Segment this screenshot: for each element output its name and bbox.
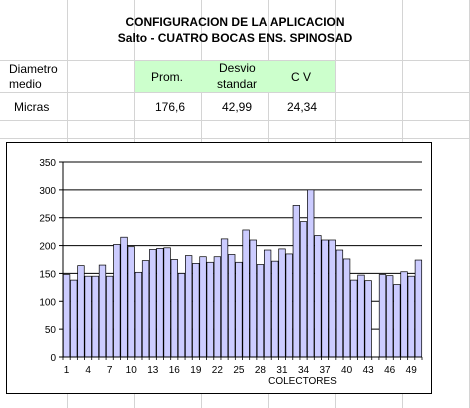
x-tick-label: 43 [363,365,375,376]
grid-line [0,60,470,61]
x-tick-label: 40 [341,365,353,376]
x-tick-label: 10 [126,365,138,376]
row-label-micras: Micras [14,100,50,114]
value-prom: 176,6 [155,100,186,114]
y-tick-label: 250 [39,214,56,225]
row-label-diametro: Diametro [9,62,58,76]
x-tick-label: 7 [107,365,113,376]
bar [249,239,257,358]
bar [307,189,315,358]
bar-chart: 0 50 100 150 200 250 300 350 1 4 7 10 13 16 19 22 25 28 31… [39,158,423,387]
bar [220,238,229,358]
bar [263,249,272,358]
stats-header-band [135,61,335,92]
y-tick-label: 300 [39,186,56,197]
bar [335,249,344,358]
bar [185,255,193,358]
bar [98,264,107,358]
bar [177,273,186,358]
x-tick-label: 49 [406,365,418,376]
bar [378,274,387,358]
y-tick-label: 50 [45,325,57,336]
bar [357,274,365,358]
x-axis-title: COLECTORES [268,376,337,387]
grid-line [0,92,470,93]
x-tick-label: 46 [384,365,396,376]
x-tick-label: 22 [212,365,224,376]
bar [62,274,71,358]
bar [84,275,92,358]
bar [235,261,243,358]
bar [213,256,222,358]
bar [407,275,415,358]
sheet-title: CONFIGURACION DE LA APLICACION [125,15,345,29]
bar [141,260,150,358]
x-tick-label: 19 [190,365,202,376]
bar [77,265,85,358]
grid-line [0,120,470,121]
bar [393,284,401,358]
bar [299,221,308,358]
bar [106,275,114,358]
value-desvio: 42,99 [222,100,253,114]
bar [314,235,322,358]
value-cv: 24,34 [287,100,318,114]
bar [256,264,265,358]
bar [149,249,157,358]
y-tick-label: 200 [39,242,56,253]
bar [271,260,279,358]
x-tick-label: 4 [85,365,91,376]
bar [199,256,207,358]
bar [364,280,372,358]
bar [321,239,329,358]
bar [342,258,351,358]
x-tick-label: 13 [147,365,159,376]
bar [70,279,78,358]
bar [170,259,178,358]
x-tick-label: 37 [320,365,332,376]
sheet-subtitle: Salto - CUATRO BOCAS ENS. SPINOSAD [117,31,353,45]
bar [414,259,423,358]
header-desvio: Desvio [219,61,256,75]
x-tick-label: 34 [298,365,310,376]
x-tick-label: 16 [169,365,181,376]
grid-line [0,138,470,139]
bar [292,205,300,358]
bar [120,236,128,358]
bar [278,248,286,358]
header-standar: standar [217,77,258,91]
bar [228,254,236,358]
chart-frame: 0 50 100 150 200 250 300 350 1 4 7 10 13 16 19 22 25 28 31… [6,142,432,394]
bar [386,275,394,358]
bar [127,246,135,358]
bar [163,247,171,358]
bar [156,248,164,358]
bar [113,244,121,358]
bar [328,239,336,358]
y-tick-label: 350 [39,158,56,169]
bar [242,229,250,358]
x-tick-label: 31 [276,365,288,376]
header-cv: C V [291,70,312,84]
y-tick-label: 150 [39,269,56,280]
bar [206,261,214,358]
row-label-medio: medio [9,77,42,91]
bar [192,263,200,358]
bar [285,253,293,358]
y-tick-label: 100 [39,297,56,308]
bar [350,279,358,358]
x-tick-label: 28 [255,365,267,376]
y-tick-label: 0 [50,353,56,364]
header-prom: Prom. [151,70,184,84]
x-tick-label: 25 [233,365,245,376]
bar [400,271,408,358]
bar [134,271,143,358]
bar [91,275,99,358]
x-tick-label: 1 [64,365,70,376]
